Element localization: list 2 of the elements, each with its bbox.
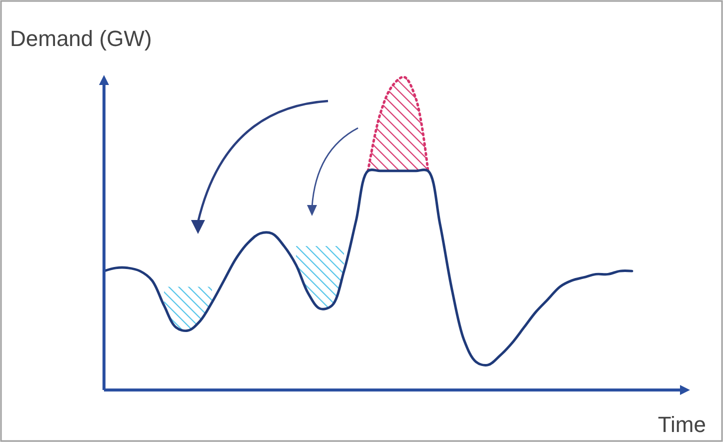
y-axis-title: Demand (GW): [10, 26, 152, 51]
x-axis-title: Time: [658, 412, 706, 437]
